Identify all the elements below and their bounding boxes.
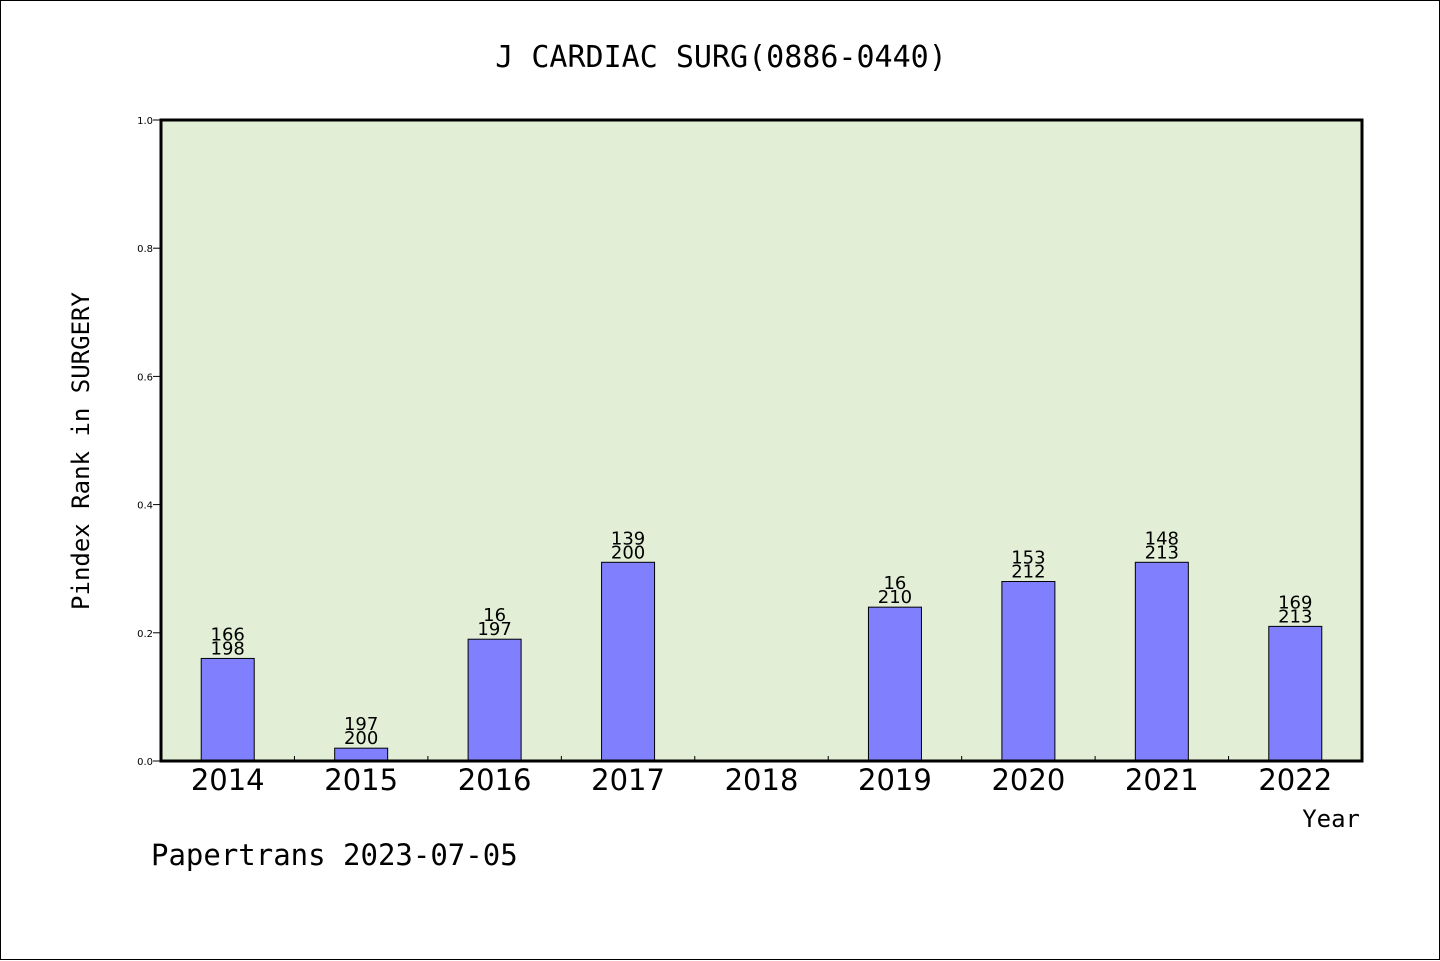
bar-total-label: 210 xyxy=(878,587,912,608)
x-tick-label: 2022 xyxy=(1258,763,1332,797)
y-tick-label: 0.6 xyxy=(137,372,153,383)
bar-2016 xyxy=(467,638,522,762)
bar-rank-label: 197 xyxy=(344,714,378,735)
bar-total-label: 200 xyxy=(611,542,645,563)
x-tick-label: 2016 xyxy=(458,763,532,797)
bar-2022 xyxy=(1268,625,1323,762)
bar-total-label: 212 xyxy=(1011,562,1045,583)
x-tick-label: 2021 xyxy=(1125,763,1199,797)
x-tick-label: 2018 xyxy=(725,763,799,797)
bars-group: 1661981972001619713920016210153212148213… xyxy=(200,528,1323,762)
bar-rank-label: 16 xyxy=(483,605,506,626)
x-tick-label: 2019 xyxy=(858,763,932,797)
x-tick-label: 2020 xyxy=(991,763,1065,797)
y-axis: 0.0 0.2 0.4 0.6 0.8 1.0 xyxy=(137,116,161,768)
y-tick-label: 0.0 xyxy=(137,757,153,768)
chart-title: J CARDIAC SURG(0886-0440) xyxy=(495,40,947,75)
bar-total-label: 200 xyxy=(344,728,378,749)
bar-rank-label: 153 xyxy=(1011,548,1045,569)
bar-rank-label: 139 xyxy=(611,528,645,549)
y-tick-label: 0.2 xyxy=(137,629,153,640)
x-tick-label: 2014 xyxy=(191,763,265,797)
bar-rank-label: 169 xyxy=(1278,592,1312,613)
bar-total-label: 197 xyxy=(477,619,511,640)
y-tick-label: 0.8 xyxy=(137,244,153,255)
bar-total-label: 198 xyxy=(211,638,245,659)
bar-rank-label: 16 xyxy=(883,573,906,594)
bar-2020 xyxy=(1001,581,1056,762)
x-tick-label: 2017 xyxy=(591,763,665,797)
bar-2019 xyxy=(867,606,922,762)
x-axis-label: Year xyxy=(1302,805,1360,833)
y-tick-label: 0.4 xyxy=(137,501,153,512)
bar-total-label: 213 xyxy=(1145,542,1179,563)
footer-credit: Papertrans 2023-07-05 xyxy=(151,838,518,872)
bar-2021 xyxy=(1134,561,1189,762)
x-axis: 2014 2015 2016 2017 2018 2019 2020 2021 2022 xyxy=(191,756,1332,797)
y-tick-label: 1.0 xyxy=(137,116,153,127)
bar-rank-label: 166 xyxy=(211,624,245,645)
bar-2017 xyxy=(601,561,656,762)
bar-total-label: 213 xyxy=(1278,606,1312,627)
bar-2015 xyxy=(334,747,389,762)
y-axis-label: Pindex Rank in SURGERY xyxy=(67,292,95,610)
plot-border xyxy=(159,118,1364,763)
bar-rank-label: 148 xyxy=(1145,528,1179,549)
bar-2014 xyxy=(200,657,255,762)
x-tick-label: 2015 xyxy=(324,763,398,797)
